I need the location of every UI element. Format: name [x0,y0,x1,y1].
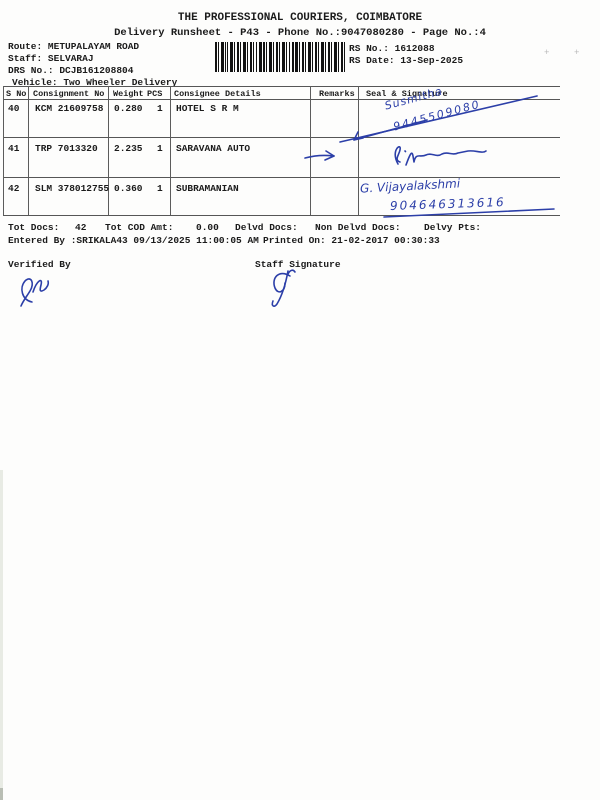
non-delvd-docs-label: Non Delvd Docs: [315,222,401,233]
scan-corner-mark [0,788,3,800]
printed-on-line: Printed On: 21-02-2017 00:30:33 [263,235,440,246]
col-header-weight: Weight [113,89,144,99]
tot-cod-value: 0.00 [196,222,219,233]
row-consignee: SARAVANA AUTO [176,143,251,154]
table-border [3,86,4,215]
staff-signature-label: Staff Signature [255,259,341,270]
route-value: METUPALAYAM ROAD [47,41,140,52]
route-line: Route: METUPALAYAM ROAD [8,41,139,52]
tot-docs-value: 42 [75,222,87,233]
row-sno: 41 [8,143,20,154]
tot-cod-label: Tot COD Amt: [105,222,174,233]
rs-no-value: 1612088 [394,43,435,54]
rs-no-line: RS No.: 1612088 [349,43,435,54]
verified-by-label: Verified By [8,259,71,270]
row-pcs: 1 [157,143,163,154]
row-consignment: TRP 7013320 [35,143,98,154]
row-sno: 42 [8,183,20,194]
col-header-pcs: PCS [147,89,163,99]
delvd-docs-label: Delvd Docs: [235,222,298,233]
col-header-seal: Seal & Signature [366,89,448,99]
seal-signature-row-40: Susmitha 9445509080 [332,85,567,148]
page-subtitle: Delivery Runsheet - P43 - Phone No.:9047… [114,27,486,39]
staff-signature [271,269,296,307]
row-pcs: 1 [157,183,163,194]
row-weight: 0.280 [114,103,143,114]
seal-signature-row-42: G. Vijayalakshmi 904646313616 [356,176,561,222]
table-border [310,86,311,215]
row-consignee: SUBRAMANIAN [176,183,239,194]
scan-artifact-plus: + [544,48,550,58]
staff-label: Staff: [8,53,43,64]
row-consignee: HOTEL S R M [176,103,239,114]
row-consignment: SLM 378012755 [35,183,110,194]
delvy-pts-label: Delvy Pts: [424,222,482,233]
scan-edge-shadow [0,470,3,800]
vehicle-line: Vehicle: Two Wheeler Delivery [12,77,177,88]
scan-artifact-plus: + [574,48,580,58]
table-border [170,86,171,215]
rs-date-label: RS Date: [349,55,395,66]
col-header-sno: S No [6,89,27,99]
table-border [108,86,109,215]
signature-underline-icon [383,208,555,218]
row-consignment: KCM 21609758 [35,103,104,114]
staff-value: SELVARAJ [47,53,94,64]
row-sno: 40 [8,103,20,114]
drs-label: DRS No.: [8,65,54,76]
table-border [3,86,560,87]
staff-line: Staff: SELVARAJ [8,53,94,64]
arrow-right-icon [304,150,335,161]
table-border [3,215,560,216]
page-title: THE PROFESSIONAL COURIERS, COIMBATORE [177,12,423,24]
table-border [3,177,560,178]
rs-date-line: RS Date: 13-Sep-2025 [349,55,463,66]
col-header-consignee: Consignee Details [174,89,261,99]
table-border [3,137,560,138]
row-pcs: 1 [157,103,163,114]
tot-docs-label: Tot Docs: [8,222,60,233]
row-weight: 0.360 [114,183,143,194]
drs-value: DCJB161208804 [59,65,134,76]
vehicle-label: Vehicle: [12,77,58,88]
col-header-remarks: Remarks [319,89,355,99]
row-weight: 2.235 [114,143,143,154]
col-header-consignment: Consignment No [33,89,105,99]
signature-row-41 [394,146,487,166]
vehicle-value: Two Wheeler Delivery [63,77,178,88]
table-border [3,99,560,100]
barcode-icon [215,42,345,72]
rs-date-value: 13-Sep-2025 [400,55,464,66]
table-border [358,86,359,215]
rs-no-label: RS No.: [349,43,389,54]
signature-stroke-icon [339,95,538,143]
table-border [28,86,29,215]
verified-by-signature [20,278,50,307]
drs-line: DRS No.: DCJB161208804 [8,65,133,76]
entered-by-line: Entered By :SRIKALA43 09/13/2025 11:00:0… [8,235,259,246]
route-label: Route: [8,41,43,52]
